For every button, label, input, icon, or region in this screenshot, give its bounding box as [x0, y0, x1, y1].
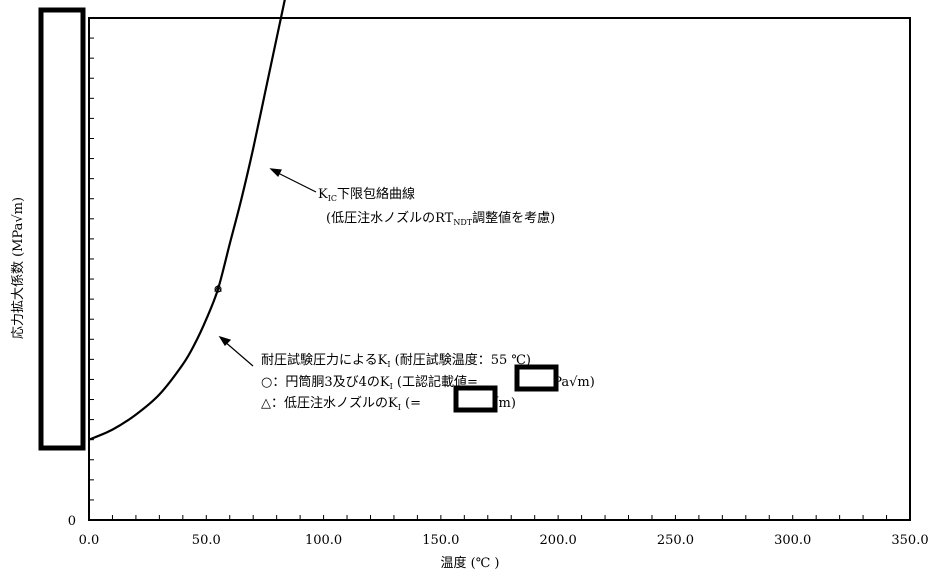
x-tick-label: 200.0: [540, 533, 577, 548]
kic-lower-envelope-curve: [88, 0, 286, 441]
y-axis-label: 応力拡大係数 (MPa√m): [11, 197, 26, 339]
test-pressure-arrow: [218, 335, 254, 367]
redaction-box-cylinder-value: [514, 364, 559, 392]
x-tick-label: 350.0: [891, 533, 928, 548]
redaction-box-y-axis: [38, 7, 86, 451]
x-axis-label: 温度 (℃ ): [441, 555, 500, 571]
x-tick-label: 250.0: [657, 533, 694, 548]
y-tick-label: 0: [68, 514, 76, 529]
curve-label: KIC下限包絡曲線: [318, 186, 415, 203]
curve-label-arrow: [269, 168, 317, 193]
plot-frame: [88, 17, 911, 521]
x-tick-label: 300.0: [774, 533, 811, 548]
x-tick-labels: 0.0 50.0 100.0 150.0 200.0 250.0 300.0 350.0: [79, 533, 929, 548]
minor-ticks: [88, 17, 911, 521]
curve-note: (低圧注水ノズルのRTNDT調整値を考慮): [326, 210, 555, 227]
test-pressure-label: 耐圧試験圧力によるKI (耐圧試験温度：55 ℃): [261, 352, 531, 369]
markers: [214, 284, 222, 293]
x-tick-label: 150.0: [422, 533, 459, 548]
x-tick-label: 100.0: [305, 533, 342, 548]
x-tick-label: 50.0: [192, 533, 221, 548]
redaction-box-nozzle-value: [453, 385, 498, 413]
triangle-marker: [214, 284, 222, 292]
x-tick-label: 0.0: [79, 533, 100, 548]
